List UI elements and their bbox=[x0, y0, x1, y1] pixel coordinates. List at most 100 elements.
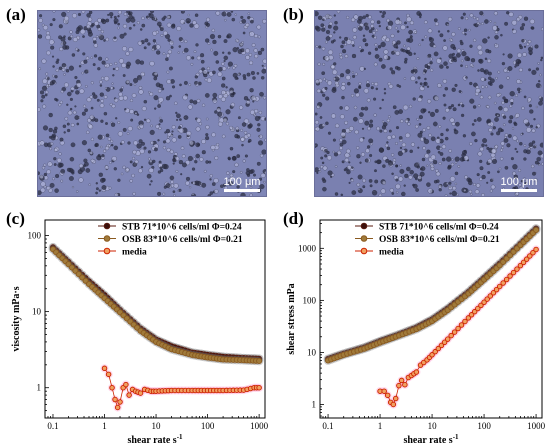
cell-dot bbox=[386, 141, 389, 144]
cell-dot bbox=[518, 168, 522, 172]
cell-dot bbox=[50, 135, 56, 141]
cell-dot bbox=[383, 92, 387, 95]
cell-dot bbox=[260, 47, 265, 52]
cell-dot bbox=[402, 104, 409, 111]
cell-dot bbox=[122, 165, 126, 170]
cell-dot bbox=[334, 20, 338, 25]
cell-dot bbox=[252, 173, 256, 177]
data-point bbox=[514, 266, 520, 272]
cell-dot bbox=[422, 146, 426, 150]
cell-dot bbox=[86, 130, 90, 135]
cell-dot bbox=[213, 178, 219, 184]
cell-dot bbox=[205, 135, 210, 141]
cell-dot bbox=[153, 95, 159, 101]
cell-dot bbox=[49, 182, 55, 188]
cell-dot bbox=[44, 90, 49, 94]
legend-label: OSB 83*10^6 cells/ml Φ=0.21 bbox=[379, 235, 500, 245]
cell-dot bbox=[128, 47, 134, 53]
cell-dot bbox=[159, 119, 164, 123]
cell-dot bbox=[211, 28, 216, 33]
cell-dot bbox=[242, 31, 246, 35]
cell-dot bbox=[528, 104, 532, 108]
cell-dot bbox=[98, 35, 105, 41]
cell-dot bbox=[327, 80, 333, 86]
cell-dot bbox=[202, 69, 208, 75]
cell-dot bbox=[115, 66, 120, 71]
cell-dot bbox=[212, 39, 217, 45]
cell-dot bbox=[343, 43, 347, 46]
cell-dot bbox=[162, 146, 166, 150]
cell-dot bbox=[166, 22, 172, 28]
cell-dot bbox=[249, 87, 254, 93]
cell-dot bbox=[45, 31, 50, 36]
cell-dot bbox=[90, 137, 94, 141]
cell-dot bbox=[477, 69, 480, 72]
cell-dot bbox=[49, 147, 53, 151]
cell-dot bbox=[55, 68, 59, 72]
cell-dot bbox=[330, 64, 336, 70]
cell-dot bbox=[459, 156, 465, 162]
cell-dot bbox=[257, 35, 261, 39]
cell-dot bbox=[487, 81, 492, 86]
cell-dot bbox=[370, 19, 375, 24]
cell-dot bbox=[475, 17, 480, 21]
cell-dot bbox=[360, 48, 365, 52]
cell-dot bbox=[114, 117, 118, 120]
cell-dot bbox=[422, 85, 425, 88]
cell-dot bbox=[459, 41, 464, 46]
cell-dot bbox=[38, 190, 42, 196]
cell-dot bbox=[478, 58, 484, 64]
cell-dot bbox=[501, 100, 505, 105]
cell-dot bbox=[340, 73, 345, 78]
cell-dot bbox=[74, 115, 80, 121]
cell-dot bbox=[75, 47, 79, 51]
cell-dot bbox=[498, 84, 504, 89]
cell-dot bbox=[39, 174, 44, 179]
cell-dot bbox=[457, 27, 461, 31]
cell-dot bbox=[194, 75, 199, 79]
cell-dot bbox=[468, 28, 471, 32]
data-point bbox=[438, 342, 445, 349]
cell-dot bbox=[159, 27, 164, 32]
cell-dot bbox=[138, 139, 143, 144]
micrograph-b: 100 μm bbox=[314, 10, 544, 197]
cell-dot bbox=[339, 55, 343, 60]
cell-dot bbox=[531, 140, 536, 144]
cell-dot bbox=[350, 178, 354, 182]
cell-dot bbox=[204, 21, 209, 26]
cell-dot bbox=[112, 74, 115, 77]
cell-dot bbox=[316, 105, 321, 109]
cell-dot bbox=[526, 42, 530, 46]
cell-dot bbox=[450, 38, 454, 42]
cell-dot bbox=[145, 15, 149, 19]
cell-dot bbox=[363, 88, 369, 94]
cell-dot bbox=[256, 127, 261, 132]
cell-dot bbox=[50, 45, 55, 50]
cell-dot bbox=[69, 30, 73, 34]
cell-dot bbox=[155, 124, 160, 129]
cell-dot bbox=[372, 97, 377, 101]
cell-dot bbox=[521, 106, 525, 111]
cell-dot bbox=[348, 181, 351, 184]
cell-dot bbox=[504, 165, 509, 170]
data-point bbox=[533, 246, 539, 253]
cell-dot bbox=[315, 112, 318, 116]
cell-dot bbox=[535, 105, 538, 109]
cell-dot bbox=[356, 146, 360, 150]
cell-dot bbox=[246, 100, 251, 105]
cell-dot bbox=[138, 89, 144, 95]
cell-dot bbox=[339, 146, 343, 151]
cell-dot bbox=[523, 149, 528, 154]
cell-dot bbox=[352, 44, 355, 47]
cell-dot bbox=[257, 50, 263, 56]
cell-dot bbox=[165, 95, 171, 101]
cell-dot bbox=[500, 128, 504, 132]
cell-dot bbox=[224, 18, 227, 22]
cell-dot bbox=[495, 76, 498, 80]
cell-dot bbox=[326, 150, 330, 155]
cell-dot bbox=[225, 109, 231, 115]
cell-dot bbox=[113, 36, 117, 40]
cell-dot bbox=[348, 161, 351, 164]
cell-dot bbox=[476, 21, 480, 25]
cell-dot bbox=[438, 184, 443, 189]
